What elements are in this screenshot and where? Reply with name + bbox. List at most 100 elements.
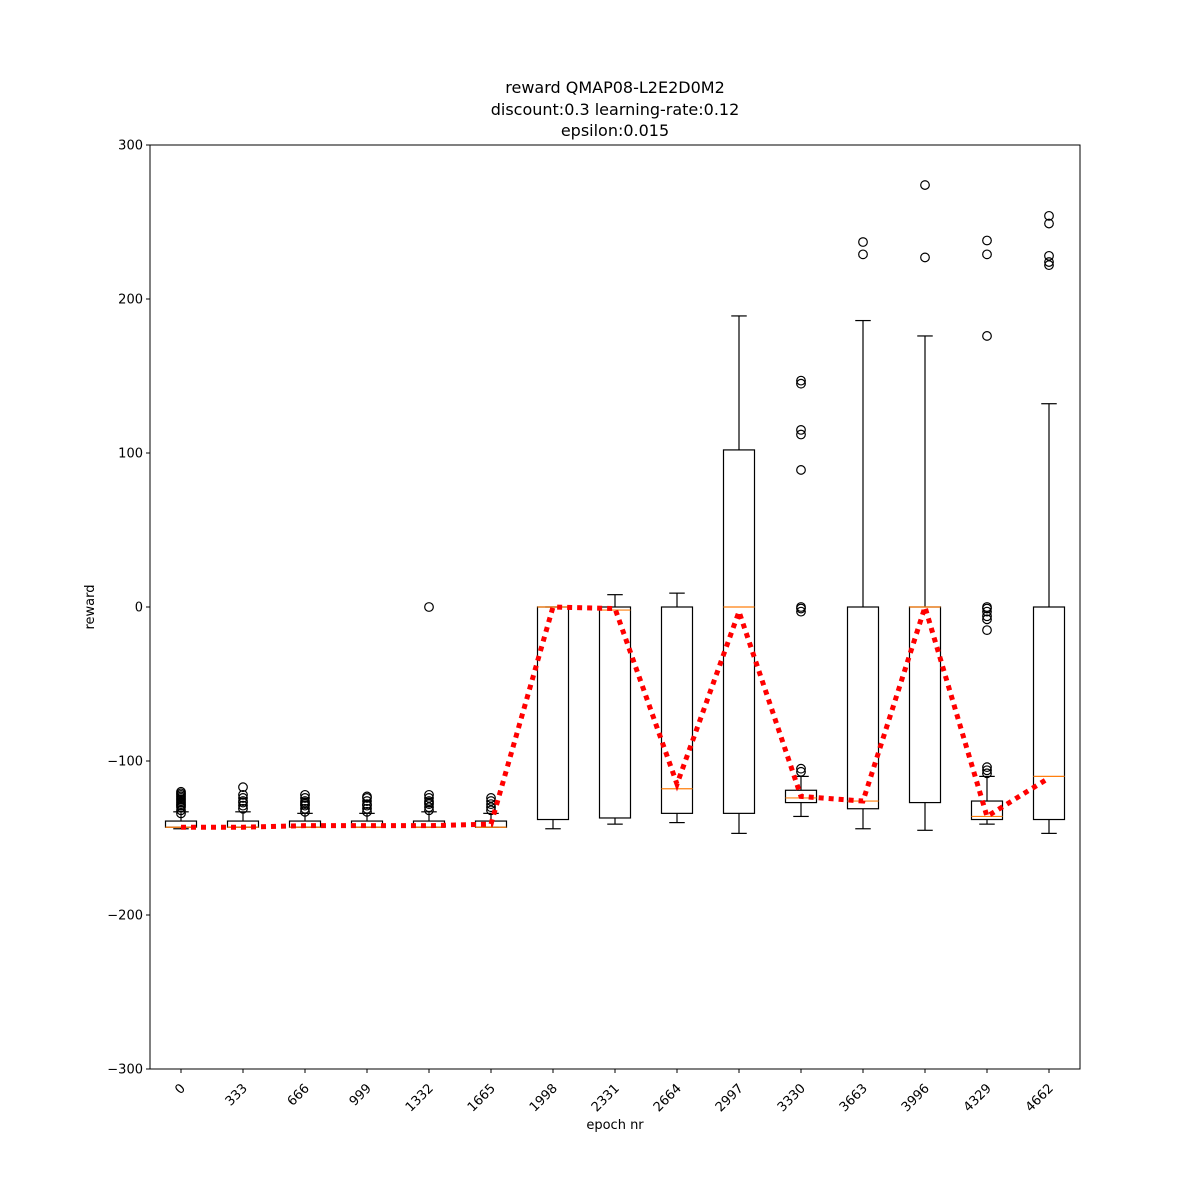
outlier-point bbox=[362, 803, 372, 814]
box-body bbox=[1032, 606, 1066, 821]
outlier-point bbox=[300, 793, 310, 803]
outlier-point bbox=[920, 252, 930, 263]
y-tick-label: 100 bbox=[118, 447, 143, 462]
outlier-point bbox=[796, 375, 806, 386]
x-tick-label: 1332 bbox=[403, 1081, 437, 1115]
outlier-point bbox=[176, 805, 186, 816]
x-tick-label: 4329 bbox=[961, 1081, 995, 1115]
x-tick-label: 999 bbox=[347, 1081, 375, 1109]
box-3996 bbox=[908, 180, 942, 831]
box-1332 bbox=[412, 602, 446, 828]
chart-title-line-3: epsilon:0.015 bbox=[561, 121, 669, 140]
outlier-point bbox=[796, 425, 806, 435]
y-tick-label: 200 bbox=[118, 293, 143, 308]
box-body bbox=[722, 449, 756, 814]
outlier-point bbox=[176, 786, 186, 797]
outlier-point bbox=[1044, 260, 1054, 271]
box-0 bbox=[164, 786, 198, 830]
outlier-point bbox=[424, 796, 434, 806]
x-tick-label: 3330 bbox=[775, 1081, 809, 1115]
box-3330 bbox=[784, 375, 818, 818]
x-tick-label: 3996 bbox=[899, 1081, 933, 1115]
mean-line-series bbox=[181, 598, 1051, 830]
outlier-point bbox=[238, 796, 248, 806]
box-series bbox=[164, 180, 1066, 834]
outlier-point bbox=[982, 614, 992, 625]
box-body bbox=[784, 789, 818, 804]
outlier-point bbox=[982, 611, 992, 622]
box-body bbox=[412, 820, 446, 828]
y-tick-label: −300 bbox=[107, 1063, 143, 1078]
y-axis-ticks: −300 −200 −100 0 100 200 300 bbox=[107, 139, 150, 1078]
outlier-point bbox=[238, 803, 248, 814]
outlier-point bbox=[238, 800, 248, 811]
outlier-point bbox=[362, 806, 372, 817]
chart-title-line-1: reward QMAP08-L2E2D0M2 bbox=[505, 78, 725, 97]
outlier-point bbox=[1044, 218, 1054, 229]
outlier-point bbox=[1044, 210, 1054, 221]
outlier-point bbox=[982, 602, 992, 612]
x-tick-label: 2997 bbox=[713, 1081, 747, 1115]
x-tick-label: 1998 bbox=[527, 1081, 561, 1115]
x-tick-label: 0 bbox=[172, 1081, 188, 1097]
outlier-point bbox=[920, 180, 930, 190]
outlier-point bbox=[362, 799, 372, 810]
x-axis-label: epoch nr bbox=[586, 1118, 644, 1133]
mean-line bbox=[181, 598, 1051, 830]
outlier-point bbox=[424, 793, 434, 803]
outlier-point bbox=[486, 802, 496, 813]
y-tick-label: −100 bbox=[107, 755, 143, 770]
outlier-point bbox=[424, 805, 434, 816]
outlier-point bbox=[982, 249, 992, 260]
outlier-point bbox=[796, 602, 806, 612]
outlier-point bbox=[176, 808, 186, 819]
outlier-point bbox=[982, 625, 992, 635]
y-tick-label: −200 bbox=[107, 909, 143, 924]
box-3663 bbox=[846, 237, 880, 830]
outlier-point bbox=[796, 465, 806, 475]
outlier-point bbox=[238, 793, 248, 803]
box-body bbox=[970, 800, 1004, 821]
outlier-point bbox=[300, 803, 310, 814]
outlier-point bbox=[424, 789, 434, 800]
box-body bbox=[598, 606, 632, 819]
outlier-point bbox=[796, 766, 806, 777]
box-2664 bbox=[660, 592, 694, 824]
outlier-point bbox=[796, 429, 806, 440]
outlier-point bbox=[858, 237, 868, 247]
outlier-point bbox=[300, 806, 310, 817]
box-body bbox=[908, 606, 942, 804]
chart-title: reward QMAP08-L2E2D0M2 discount:0.3 lear… bbox=[491, 78, 740, 140]
x-tick-label: 333 bbox=[223, 1081, 251, 1109]
outlier-point bbox=[362, 791, 372, 802]
outlier-point bbox=[1044, 257, 1054, 267]
chart-title-line-2: discount:0.3 learning-rate:0.12 bbox=[491, 100, 740, 119]
box-body bbox=[350, 820, 384, 828]
outlier-point bbox=[982, 768, 992, 779]
outlier-point bbox=[486, 793, 496, 803]
outlier-point bbox=[982, 762, 992, 773]
y-axis-label: reward bbox=[83, 584, 98, 629]
x-tick-label: 666 bbox=[285, 1081, 313, 1109]
y-tick-label: 300 bbox=[118, 139, 143, 154]
outlier-point bbox=[238, 789, 248, 800]
y-tick-label: 0 bbox=[135, 601, 143, 616]
outlier-point bbox=[982, 235, 992, 246]
box-4662 bbox=[1032, 210, 1066, 834]
box-body bbox=[660, 606, 694, 814]
box-666 bbox=[288, 789, 322, 828]
outlier-point bbox=[300, 789, 310, 800]
outlier-point bbox=[796, 763, 806, 774]
x-tick-label: 2664 bbox=[651, 1081, 685, 1115]
x-tick-label: 3663 bbox=[837, 1081, 871, 1115]
plot-frame bbox=[149, 144, 1081, 1070]
box-4329 bbox=[970, 235, 1004, 825]
outlier-point bbox=[424, 602, 434, 612]
outlier-point bbox=[982, 331, 992, 341]
box-1998 bbox=[536, 606, 570, 830]
x-tick-label: 4662 bbox=[1023, 1081, 1057, 1115]
x-tick-label: 1665 bbox=[465, 1081, 499, 1115]
box-2331 bbox=[598, 594, 632, 825]
box-999 bbox=[350, 791, 384, 828]
